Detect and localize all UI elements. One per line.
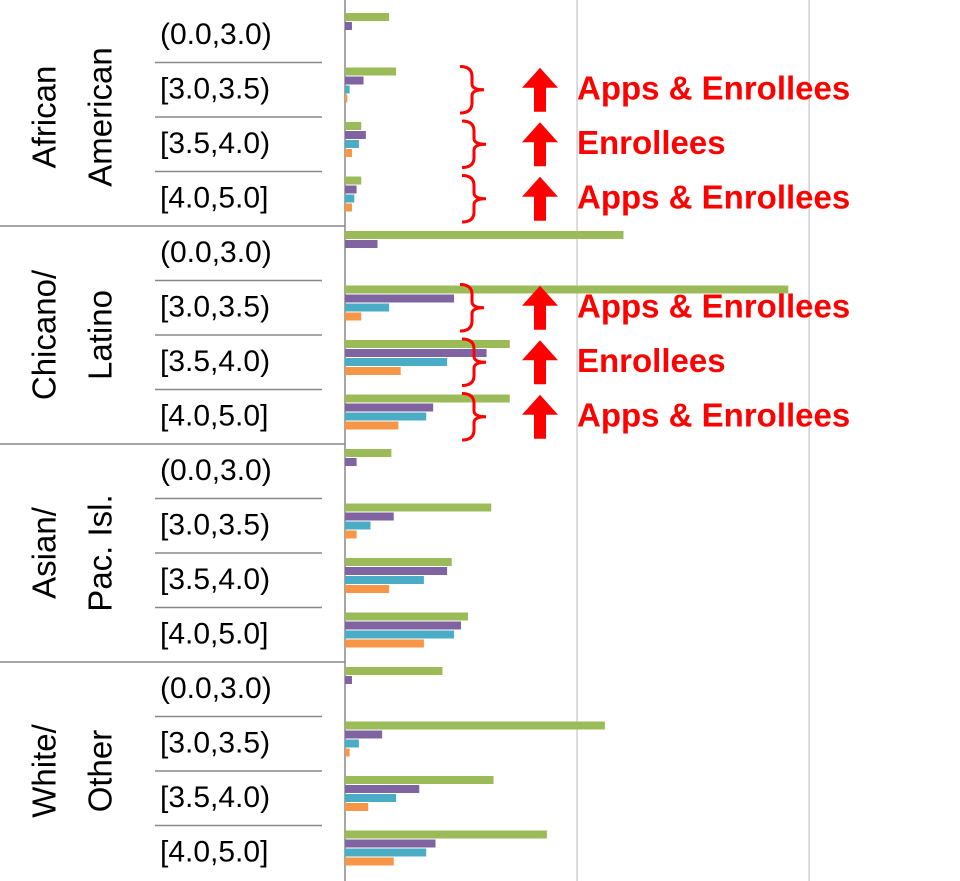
bar bbox=[345, 85, 350, 94]
bar bbox=[345, 22, 352, 30]
group-label: American bbox=[82, 47, 119, 186]
bracket bbox=[461, 392, 487, 442]
group-label: Other bbox=[82, 730, 119, 813]
bar bbox=[345, 721, 605, 730]
bar bbox=[345, 412, 427, 421]
bar bbox=[345, 848, 427, 857]
bar bbox=[345, 676, 352, 684]
category-label: (0.0,3.0) bbox=[160, 454, 272, 487]
group-label: Latino bbox=[82, 290, 119, 380]
bar bbox=[345, 576, 424, 584]
bar bbox=[345, 839, 436, 848]
category-label: [4.0,5.0] bbox=[160, 618, 268, 651]
bar bbox=[345, 67, 397, 76]
bar bbox=[345, 240, 378, 248]
bar bbox=[345, 194, 355, 203]
bar bbox=[345, 421, 399, 430]
bar bbox=[345, 512, 394, 521]
bar bbox=[345, 349, 487, 357]
category-label: [3.5,4.0) bbox=[160, 127, 270, 160]
arrow-up bbox=[522, 394, 558, 439]
bar bbox=[345, 503, 492, 512]
bar bbox=[345, 358, 448, 366]
bar bbox=[345, 394, 510, 403]
category-label: [4.0,5.0] bbox=[160, 400, 268, 433]
bar bbox=[345, 530, 357, 539]
bar bbox=[345, 803, 369, 811]
category-label: [4.0,5.0] bbox=[160, 182, 268, 215]
category-label: [3.5,4.0) bbox=[160, 781, 270, 814]
bar bbox=[345, 630, 455, 639]
bar bbox=[345, 294, 455, 303]
annotation: Apps & Enrollees bbox=[577, 178, 850, 215]
group-label: Asian/ bbox=[26, 506, 63, 599]
bar bbox=[345, 303, 390, 312]
bar bbox=[345, 521, 371, 530]
bar bbox=[345, 367, 401, 375]
group-label: Pac. Isl. bbox=[82, 494, 119, 611]
bar bbox=[345, 585, 390, 593]
bar bbox=[345, 176, 362, 185]
bracket bbox=[459, 65, 485, 115]
bar bbox=[345, 449, 392, 457]
bar bbox=[345, 830, 547, 839]
bar bbox=[345, 667, 443, 675]
arrow-up bbox=[522, 67, 558, 112]
annotation: Apps & Enrollees bbox=[577, 396, 850, 433]
arrow-up bbox=[522, 285, 558, 330]
category-label: [4.0,5.0] bbox=[160, 836, 268, 869]
group-label: African bbox=[26, 66, 63, 169]
arrow-up bbox=[522, 176, 558, 221]
bar bbox=[345, 794, 397, 802]
bar bbox=[345, 76, 364, 85]
category-label: [3.0,3.5) bbox=[160, 73, 270, 106]
category-label: [3.5,4.0) bbox=[160, 345, 270, 378]
bar bbox=[345, 567, 448, 575]
annotation: Apps & Enrollees bbox=[577, 287, 850, 324]
bar bbox=[345, 458, 357, 466]
category-label: [3.0,3.5) bbox=[160, 509, 270, 542]
category-label: (0.0,3.0) bbox=[160, 18, 272, 51]
bar bbox=[345, 403, 434, 412]
category-label: (0.0,3.0) bbox=[160, 236, 272, 269]
category-label: [3.0,3.5) bbox=[160, 727, 270, 760]
category-label: (0.0,3.0) bbox=[160, 672, 272, 705]
bar bbox=[345, 739, 359, 748]
bar bbox=[345, 558, 452, 566]
bar bbox=[345, 730, 383, 739]
annotation: Enrollees bbox=[577, 124, 726, 161]
bar bbox=[345, 131, 366, 139]
bar bbox=[345, 94, 348, 103]
bar bbox=[345, 203, 352, 212]
bracket bbox=[461, 174, 487, 224]
bracket bbox=[461, 337, 487, 387]
arrow-up bbox=[522, 122, 558, 167]
bar bbox=[345, 612, 468, 621]
category-label: [3.0,3.5) bbox=[160, 291, 270, 324]
annotation: Apps & Enrollees bbox=[577, 69, 850, 106]
bar bbox=[345, 857, 394, 866]
bar bbox=[345, 122, 362, 130]
bar bbox=[345, 776, 494, 784]
bracket bbox=[459, 283, 485, 333]
bar bbox=[345, 340, 510, 348]
category-label: [3.5,4.0) bbox=[160, 563, 270, 596]
bar bbox=[345, 149, 352, 157]
bar bbox=[345, 748, 350, 757]
bar bbox=[345, 231, 624, 239]
group-label: White/ bbox=[26, 723, 63, 817]
bar bbox=[345, 621, 462, 630]
bar bbox=[345, 285, 789, 294]
bar bbox=[345, 639, 424, 648]
bar bbox=[345, 785, 420, 793]
arrow-up bbox=[522, 340, 558, 385]
annotation: Enrollees bbox=[577, 342, 726, 379]
bar bbox=[345, 140, 359, 148]
bracket bbox=[461, 119, 487, 169]
bar bbox=[345, 312, 362, 321]
bar bbox=[345, 185, 357, 194]
bar bbox=[345, 13, 390, 21]
group-label: Chicano/ bbox=[26, 269, 63, 400]
